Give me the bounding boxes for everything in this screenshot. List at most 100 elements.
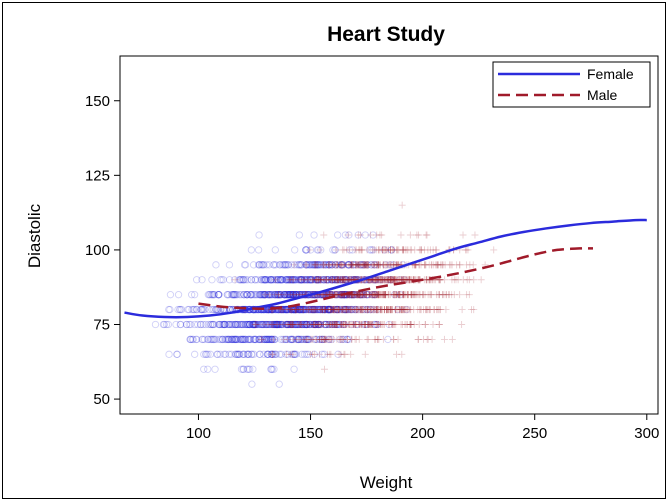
female-point: [300, 335, 308, 344]
male-point: [406, 321, 414, 328]
female-point: [295, 305, 304, 314]
female-point: [237, 335, 245, 344]
female-point: [298, 320, 306, 329]
female-point: [270, 365, 278, 373]
male-point: [316, 276, 324, 284]
male-point: [408, 291, 416, 299]
female-point: [215, 320, 223, 329]
female-point: [244, 365, 253, 373]
male-point: [350, 291, 358, 299]
female-point: [216, 350, 224, 358]
male-point: [438, 261, 446, 269]
male-point: [324, 321, 332, 328]
female-point: [210, 291, 218, 299]
female-point: [341, 276, 350, 284]
female-point: [274, 305, 282, 314]
female-point: [299, 320, 307, 329]
male-point: [374, 276, 382, 284]
female-point: [281, 305, 289, 314]
female-point: [309, 305, 317, 314]
female-point: [345, 335, 353, 344]
female-point: [369, 291, 377, 299]
male-point: [465, 276, 473, 284]
male-point: [463, 246, 471, 254]
female-point: [240, 276, 248, 284]
female-point: [271, 350, 280, 358]
male-point: [323, 335, 331, 343]
female-point: [273, 291, 281, 299]
female-point: [333, 305, 341, 314]
male-point: [321, 306, 329, 314]
male-point: [389, 321, 397, 328]
female-point: [268, 305, 276, 314]
female-point: [263, 335, 271, 344]
female-point: [319, 261, 327, 269]
male-point: [404, 291, 412, 299]
male-point: [456, 261, 464, 269]
female-point: [233, 335, 242, 344]
female-point: [262, 335, 270, 344]
male-point: [404, 291, 412, 299]
female-point: [321, 305, 329, 314]
female-point: [277, 320, 285, 329]
female-point: [366, 305, 374, 314]
female-point: [342, 276, 350, 284]
male-point: [341, 306, 349, 314]
female-point: [266, 276, 274, 284]
male-point: [367, 321, 375, 328]
female-point: [281, 291, 289, 299]
male-point: [328, 321, 336, 328]
female-point: [340, 320, 348, 329]
female-point: [208, 291, 216, 299]
female-point: [339, 276, 348, 284]
female-point: [282, 276, 290, 284]
female-point: [310, 320, 318, 329]
male-point: [380, 261, 388, 269]
female-point: [264, 335, 272, 344]
female-point: [237, 291, 245, 299]
female-point: [343, 276, 351, 284]
female-point: [256, 350, 264, 358]
male-point: [311, 306, 319, 314]
female-point: [312, 276, 320, 284]
female-point: [275, 320, 283, 329]
male-point: [300, 321, 308, 328]
male-point: [264, 321, 272, 328]
female-point: [384, 335, 392, 344]
male-point: [321, 261, 329, 269]
female-point: [231, 276, 239, 284]
male-point: [435, 291, 443, 299]
female-point: [249, 261, 258, 269]
male-point: [428, 335, 436, 343]
female-point: [296, 305, 304, 314]
male-point: [387, 276, 395, 284]
female-point: [283, 320, 291, 329]
male-point: [372, 306, 380, 314]
male-point: [402, 306, 410, 314]
male-point: [268, 350, 276, 358]
female-point: [241, 276, 250, 284]
male-point: [356, 291, 364, 299]
female-point: [259, 291, 268, 299]
female-point: [260, 335, 268, 344]
male-point: [384, 261, 392, 269]
female-point: [320, 276, 328, 284]
male-point: [297, 321, 305, 328]
male-point: [311, 261, 319, 269]
male-point: [400, 306, 408, 314]
female-point: [346, 246, 354, 254]
female-point: [357, 261, 365, 269]
male-point: [286, 350, 294, 358]
female-point: [298, 320, 306, 329]
female-point: [288, 320, 296, 329]
female-point: [308, 305, 316, 314]
female-point: [248, 320, 256, 329]
male-point: [370, 276, 378, 284]
female-point: [320, 305, 329, 314]
female-point: [303, 320, 311, 329]
male-point: [410, 291, 418, 299]
male-point: [353, 306, 361, 314]
male-point: [353, 291, 361, 299]
male-point: [362, 261, 370, 269]
male-point: [371, 276, 379, 284]
